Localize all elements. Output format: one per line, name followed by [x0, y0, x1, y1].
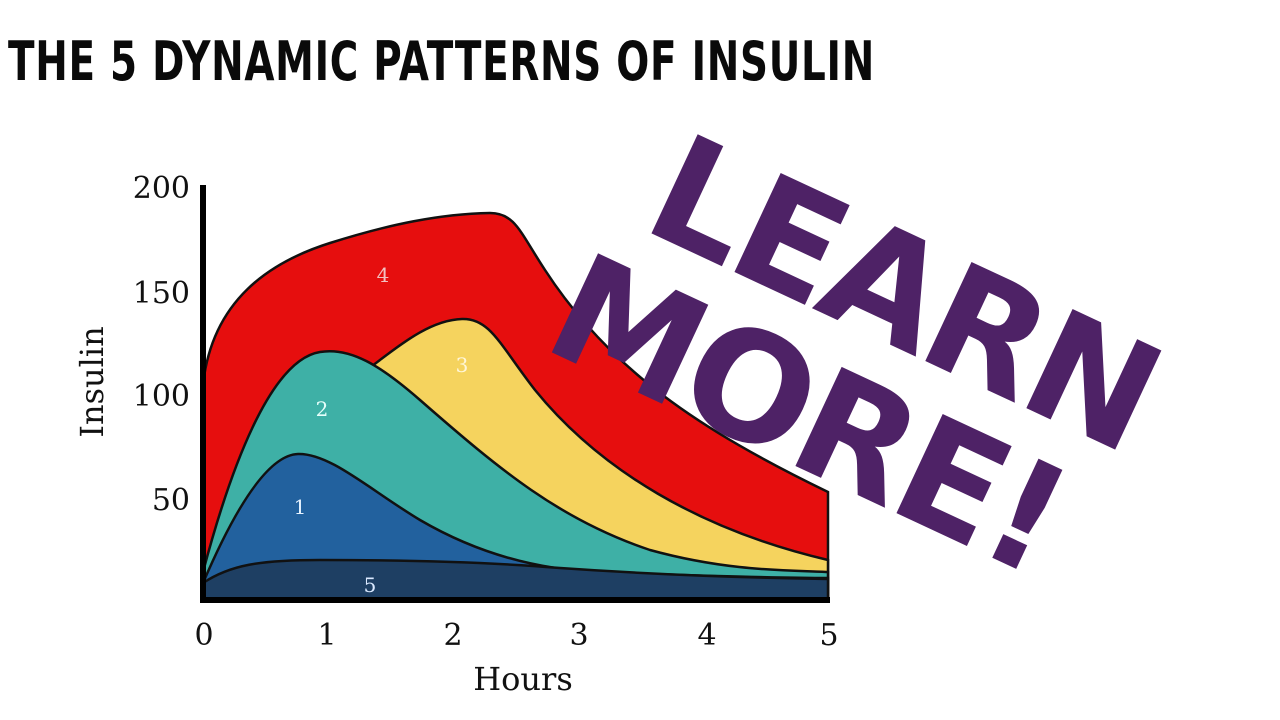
- x-tick-1: 1: [317, 618, 336, 653]
- y-axis-label: Insulin: [73, 326, 111, 437]
- series-5-area: [201, 558, 830, 602]
- x-axis-label: Hours: [473, 660, 573, 698]
- x-tick-2: 2: [443, 618, 462, 653]
- series-label-5: 5: [364, 573, 377, 597]
- y-tick-50: 50: [152, 483, 190, 518]
- y-tick-100: 100: [133, 379, 190, 414]
- series-label-2: 2: [316, 397, 329, 421]
- x-tick-5: 5: [819, 618, 838, 653]
- x-tick-3: 3: [569, 618, 588, 653]
- x-tick-0: 0: [194, 618, 213, 653]
- x-tick-4: 4: [697, 618, 716, 653]
- series-label-3: 3: [456, 353, 469, 377]
- y-tick-150: 150: [133, 276, 190, 311]
- y-tick-200: 200: [133, 171, 190, 206]
- page-title: THE 5 DYNAMIC PATTERNS OF INSULIN: [8, 30, 875, 93]
- series-label-4: 4: [377, 263, 390, 287]
- series-label-1: 1: [294, 495, 307, 519]
